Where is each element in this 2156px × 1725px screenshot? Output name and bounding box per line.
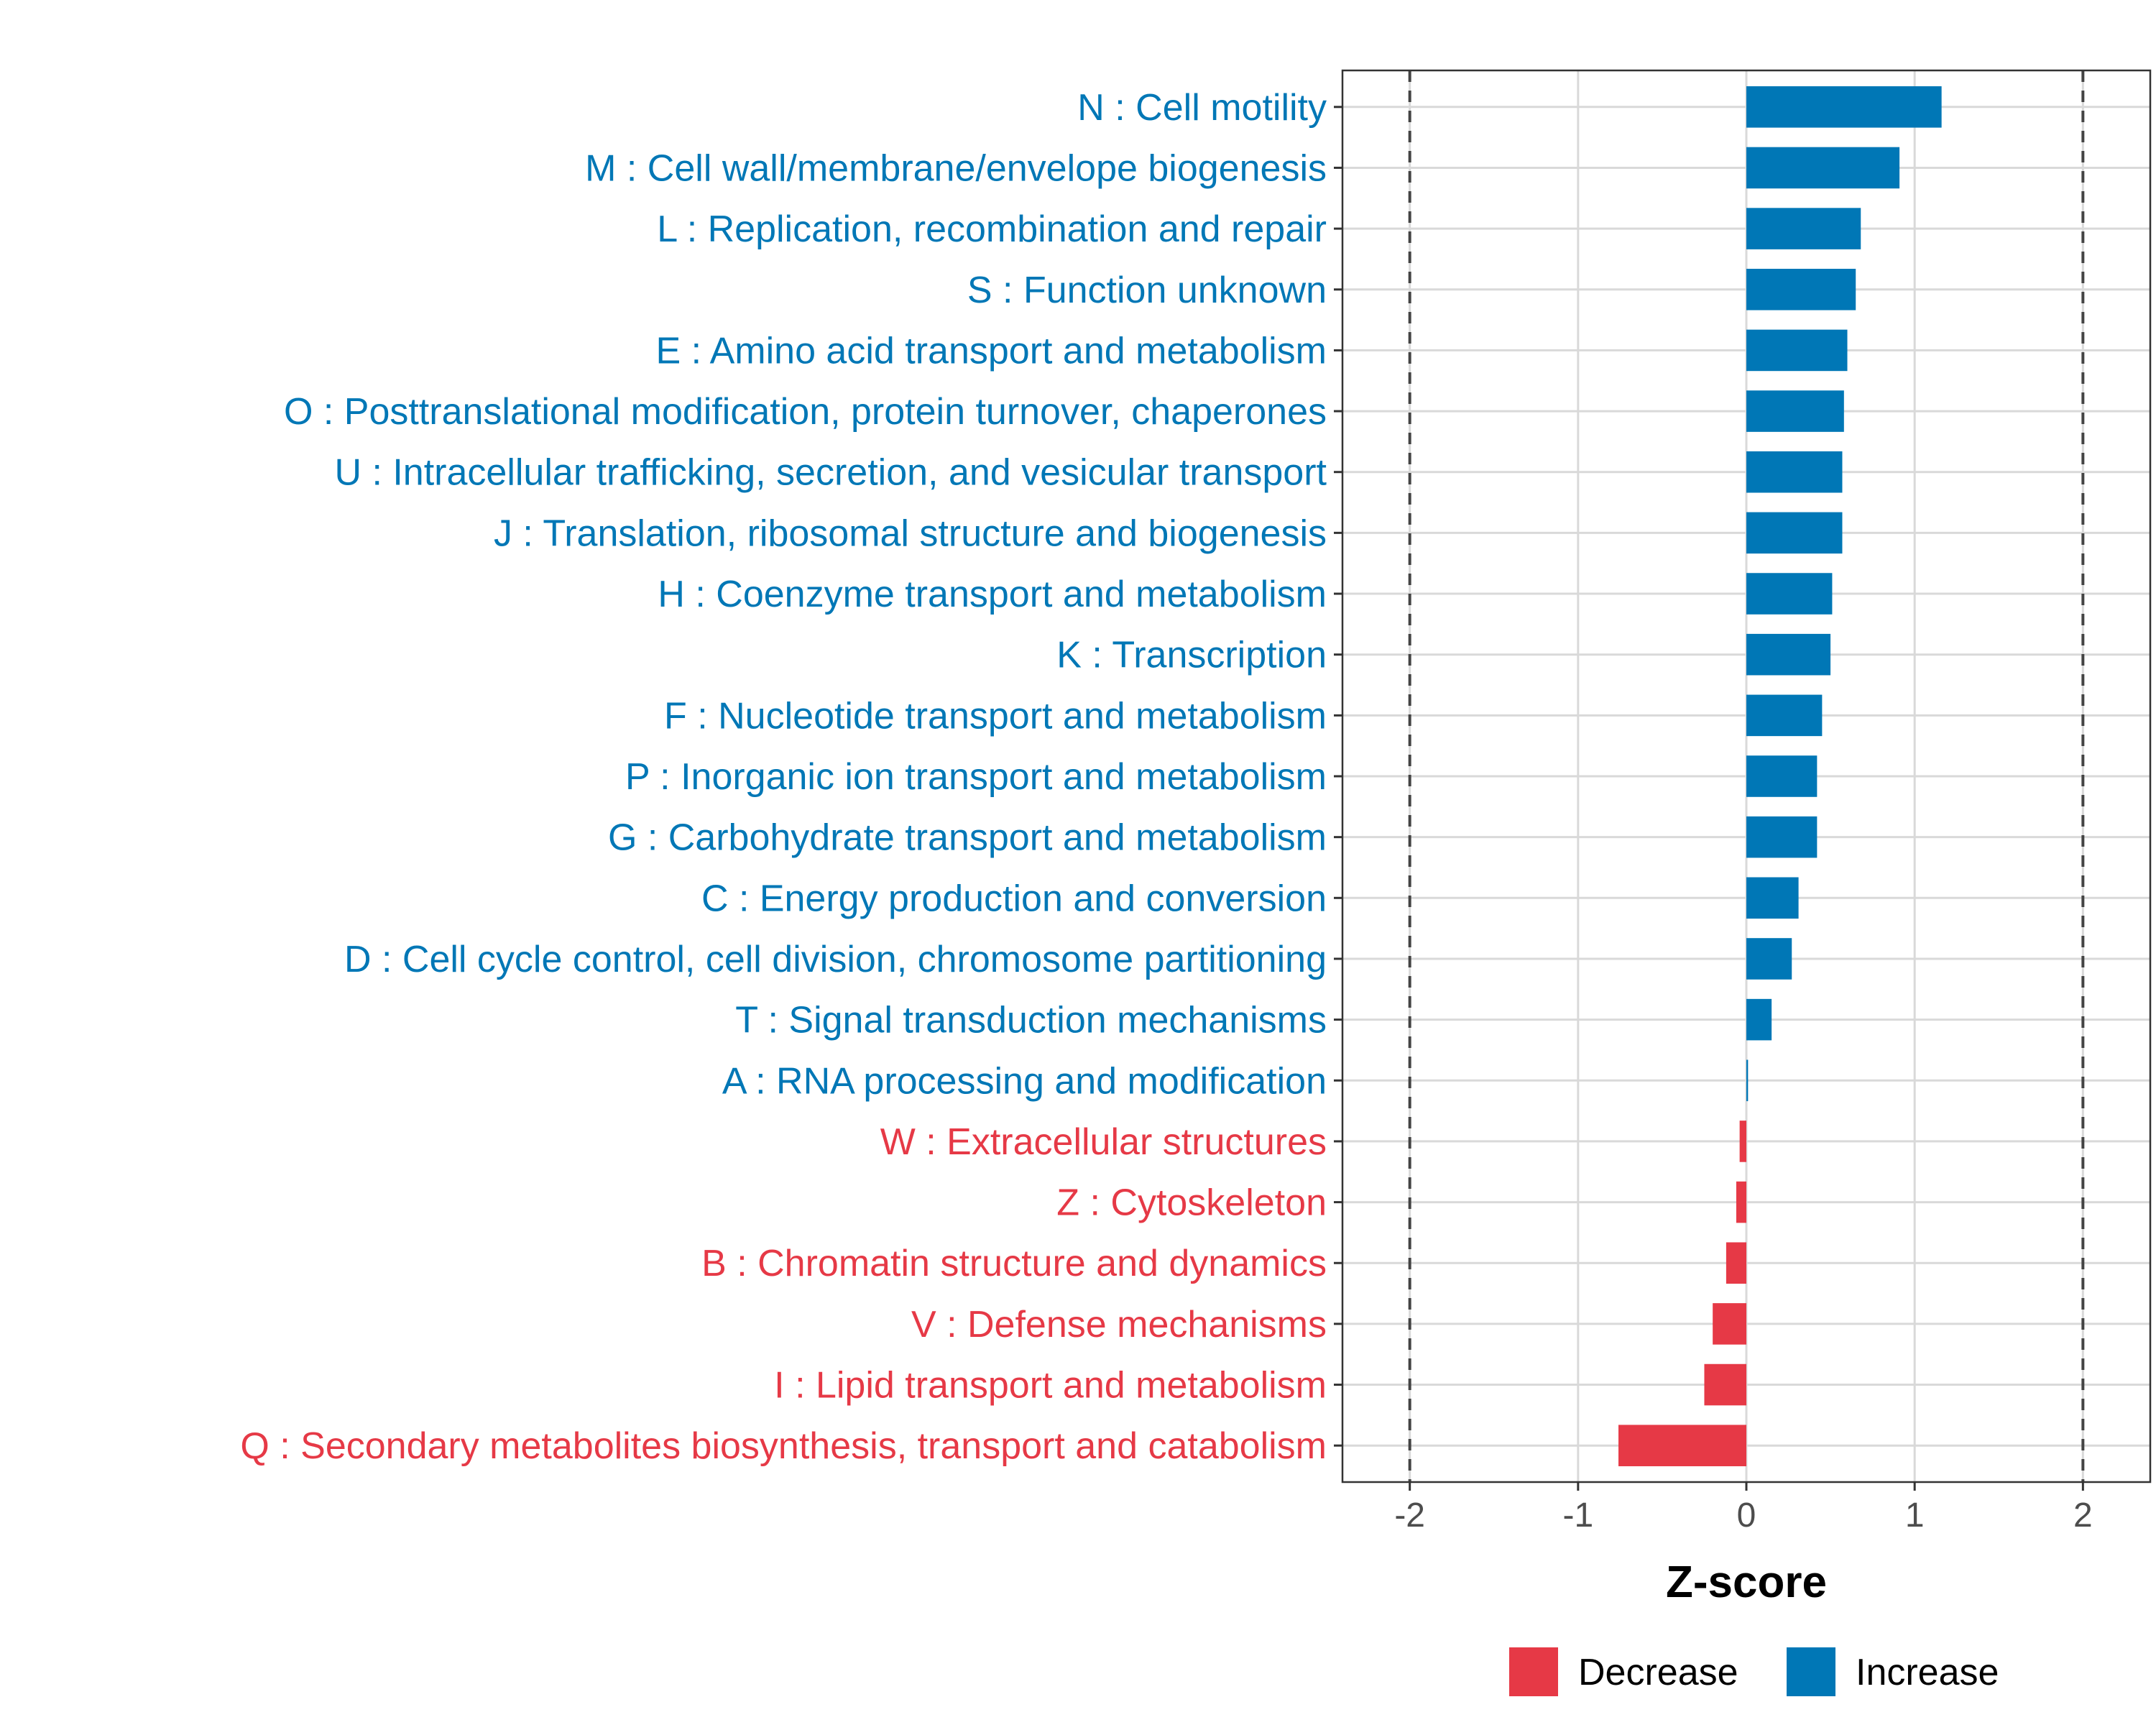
x-tick-label: 0 [1737,1496,1756,1535]
x-tick-label: 1 [1905,1496,1925,1535]
y-axis-ticks [1334,106,1342,1447]
bar [1618,1425,1746,1466]
category-label: C : Energy production and conversion [701,878,1327,919]
category-label: J : Translation, ribosomal structure and… [494,512,1327,554]
category-label: O : Posttranslational modification, prot… [284,391,1327,433]
category-label: U : Intracellular trafficking, secretion… [334,452,1327,494]
bar [1746,390,1844,432]
category-label: G : Carbohydrate transport and metabolis… [608,817,1327,859]
bar [1746,755,1818,797]
bar [1746,451,1843,493]
x-tick-label: -2 [1394,1496,1425,1535]
bar [1713,1303,1746,1345]
bar [1746,329,1848,372]
category-label: D : Cell cycle control, cell division, c… [344,939,1327,980]
bar [1739,1121,1746,1162]
bar [1746,816,1818,858]
category-label: P : Inorganic ion transport and metaboli… [625,756,1327,798]
bars [1618,86,1942,1466]
legend-swatch-increase [1787,1647,1835,1696]
bar [1736,1181,1746,1223]
bar [1746,633,1831,676]
bar [1746,512,1843,554]
category-label: F : Nucleotide transport and metabolism [664,695,1327,737]
bar [1704,1363,1746,1406]
category-label: I : Lipid transport and metabolism [774,1365,1327,1407]
bar [1746,208,1861,249]
bar [1746,1059,1749,1102]
category-label: V : Defense mechanisms [911,1304,1327,1346]
legend-label-decrease: Decrease [1578,1652,1738,1693]
y-axis-category-labels: N : Cell motility M : Cell wall/membrane/… [240,87,1327,1467]
reference-lines [1408,70,2085,1482]
bar [1746,938,1792,980]
category-label: T : Signal transduction mechanisms [735,1000,1327,1041]
bar [1746,573,1833,615]
bar [1746,998,1772,1041]
x-axis-title: Z-score [1666,1558,1827,1607]
legend-label-increase: Increase [1856,1652,1999,1693]
legend-swatch-decrease [1509,1647,1558,1696]
bar [1746,877,1799,919]
category-label: Q : Secondary metabolites biosynthesis, … [240,1425,1327,1467]
category-label: E : Amino acid transport and metabolism [655,330,1327,372]
category-label: B : Chromatin structure and dynamics [701,1243,1327,1284]
category-label: K : Transcription [1056,635,1327,676]
x-axis-ticks: -2 -1 0 1 2 [1394,1482,2093,1535]
category-label: S : Function unknown [967,270,1327,311]
bar [1746,147,1900,189]
bar [1726,1242,1746,1284]
category-label: M : Cell wall/membrane/envelope biogenes… [585,147,1327,189]
category-label: W : Extracellular structures [880,1121,1327,1163]
bar [1746,694,1823,737]
x-tick-label: -1 [1562,1496,1593,1535]
category-label: H : Coenzyme transport and metabolism [658,574,1327,615]
category-label: N : Cell motility [1077,87,1327,129]
legend: Decrease Increase [1509,1647,1999,1696]
category-label: A : RNA processing and modification [722,1060,1327,1102]
category-label: Z : Cytoskeleton [1056,1182,1327,1224]
bar [1746,86,1942,128]
x-tick-label: 2 [2073,1496,2093,1535]
category-label: L : Replication, recombination and repai… [657,208,1327,250]
bar [1746,268,1856,310]
